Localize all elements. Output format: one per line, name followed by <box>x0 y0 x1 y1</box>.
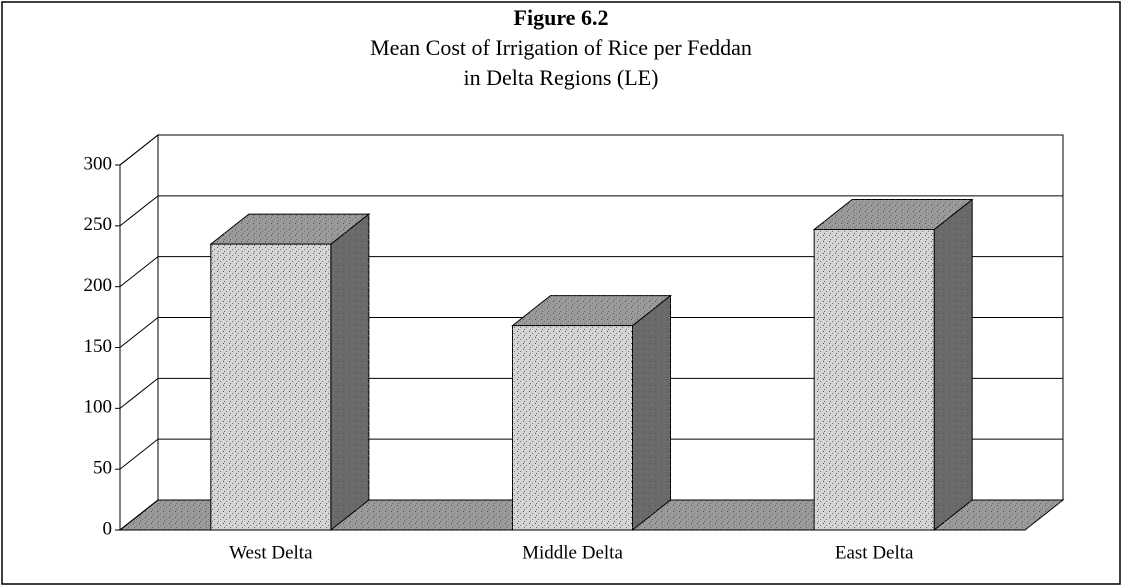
grid-line <box>119 134 159 166</box>
chart-title: Figure 6.2 <box>514 5 609 30</box>
x-tick-label: Middle Delta <box>522 542 623 563</box>
y-tick-label: 200 <box>84 275 113 296</box>
y-tick-label: 0 <box>103 518 113 539</box>
bar-side-texture <box>632 295 671 530</box>
chart-subtitle: Mean Cost of Irrigation of Rice per Fedd… <box>370 35 752 60</box>
bar-side-texture <box>330 214 369 531</box>
y-tick-label: 150 <box>84 336 113 357</box>
y-tick-label: 100 <box>84 397 113 418</box>
x-tick-label: East Delta <box>835 542 914 563</box>
grid-line <box>119 438 159 470</box>
bar-texture <box>210 244 331 531</box>
grid-line <box>119 256 159 288</box>
x-tick-label: West Delta <box>229 542 313 563</box>
bar-texture <box>512 325 633 530</box>
bar-side-texture <box>934 199 973 530</box>
bar-texture <box>814 229 935 530</box>
grid-line <box>119 195 159 227</box>
grid-line <box>119 377 159 409</box>
y-tick-label: 300 <box>84 153 113 174</box>
y-tick-label: 50 <box>93 458 112 479</box>
y-tick-label: 250 <box>84 214 113 235</box>
bar-top-texture <box>512 295 671 326</box>
bar-top-texture <box>210 214 369 245</box>
grid-line <box>119 317 159 348</box>
chart-subtitle: in Delta Regions (LE) <box>464 65 659 90</box>
grid-line <box>119 499 159 531</box>
bar-top-texture <box>814 199 973 230</box>
